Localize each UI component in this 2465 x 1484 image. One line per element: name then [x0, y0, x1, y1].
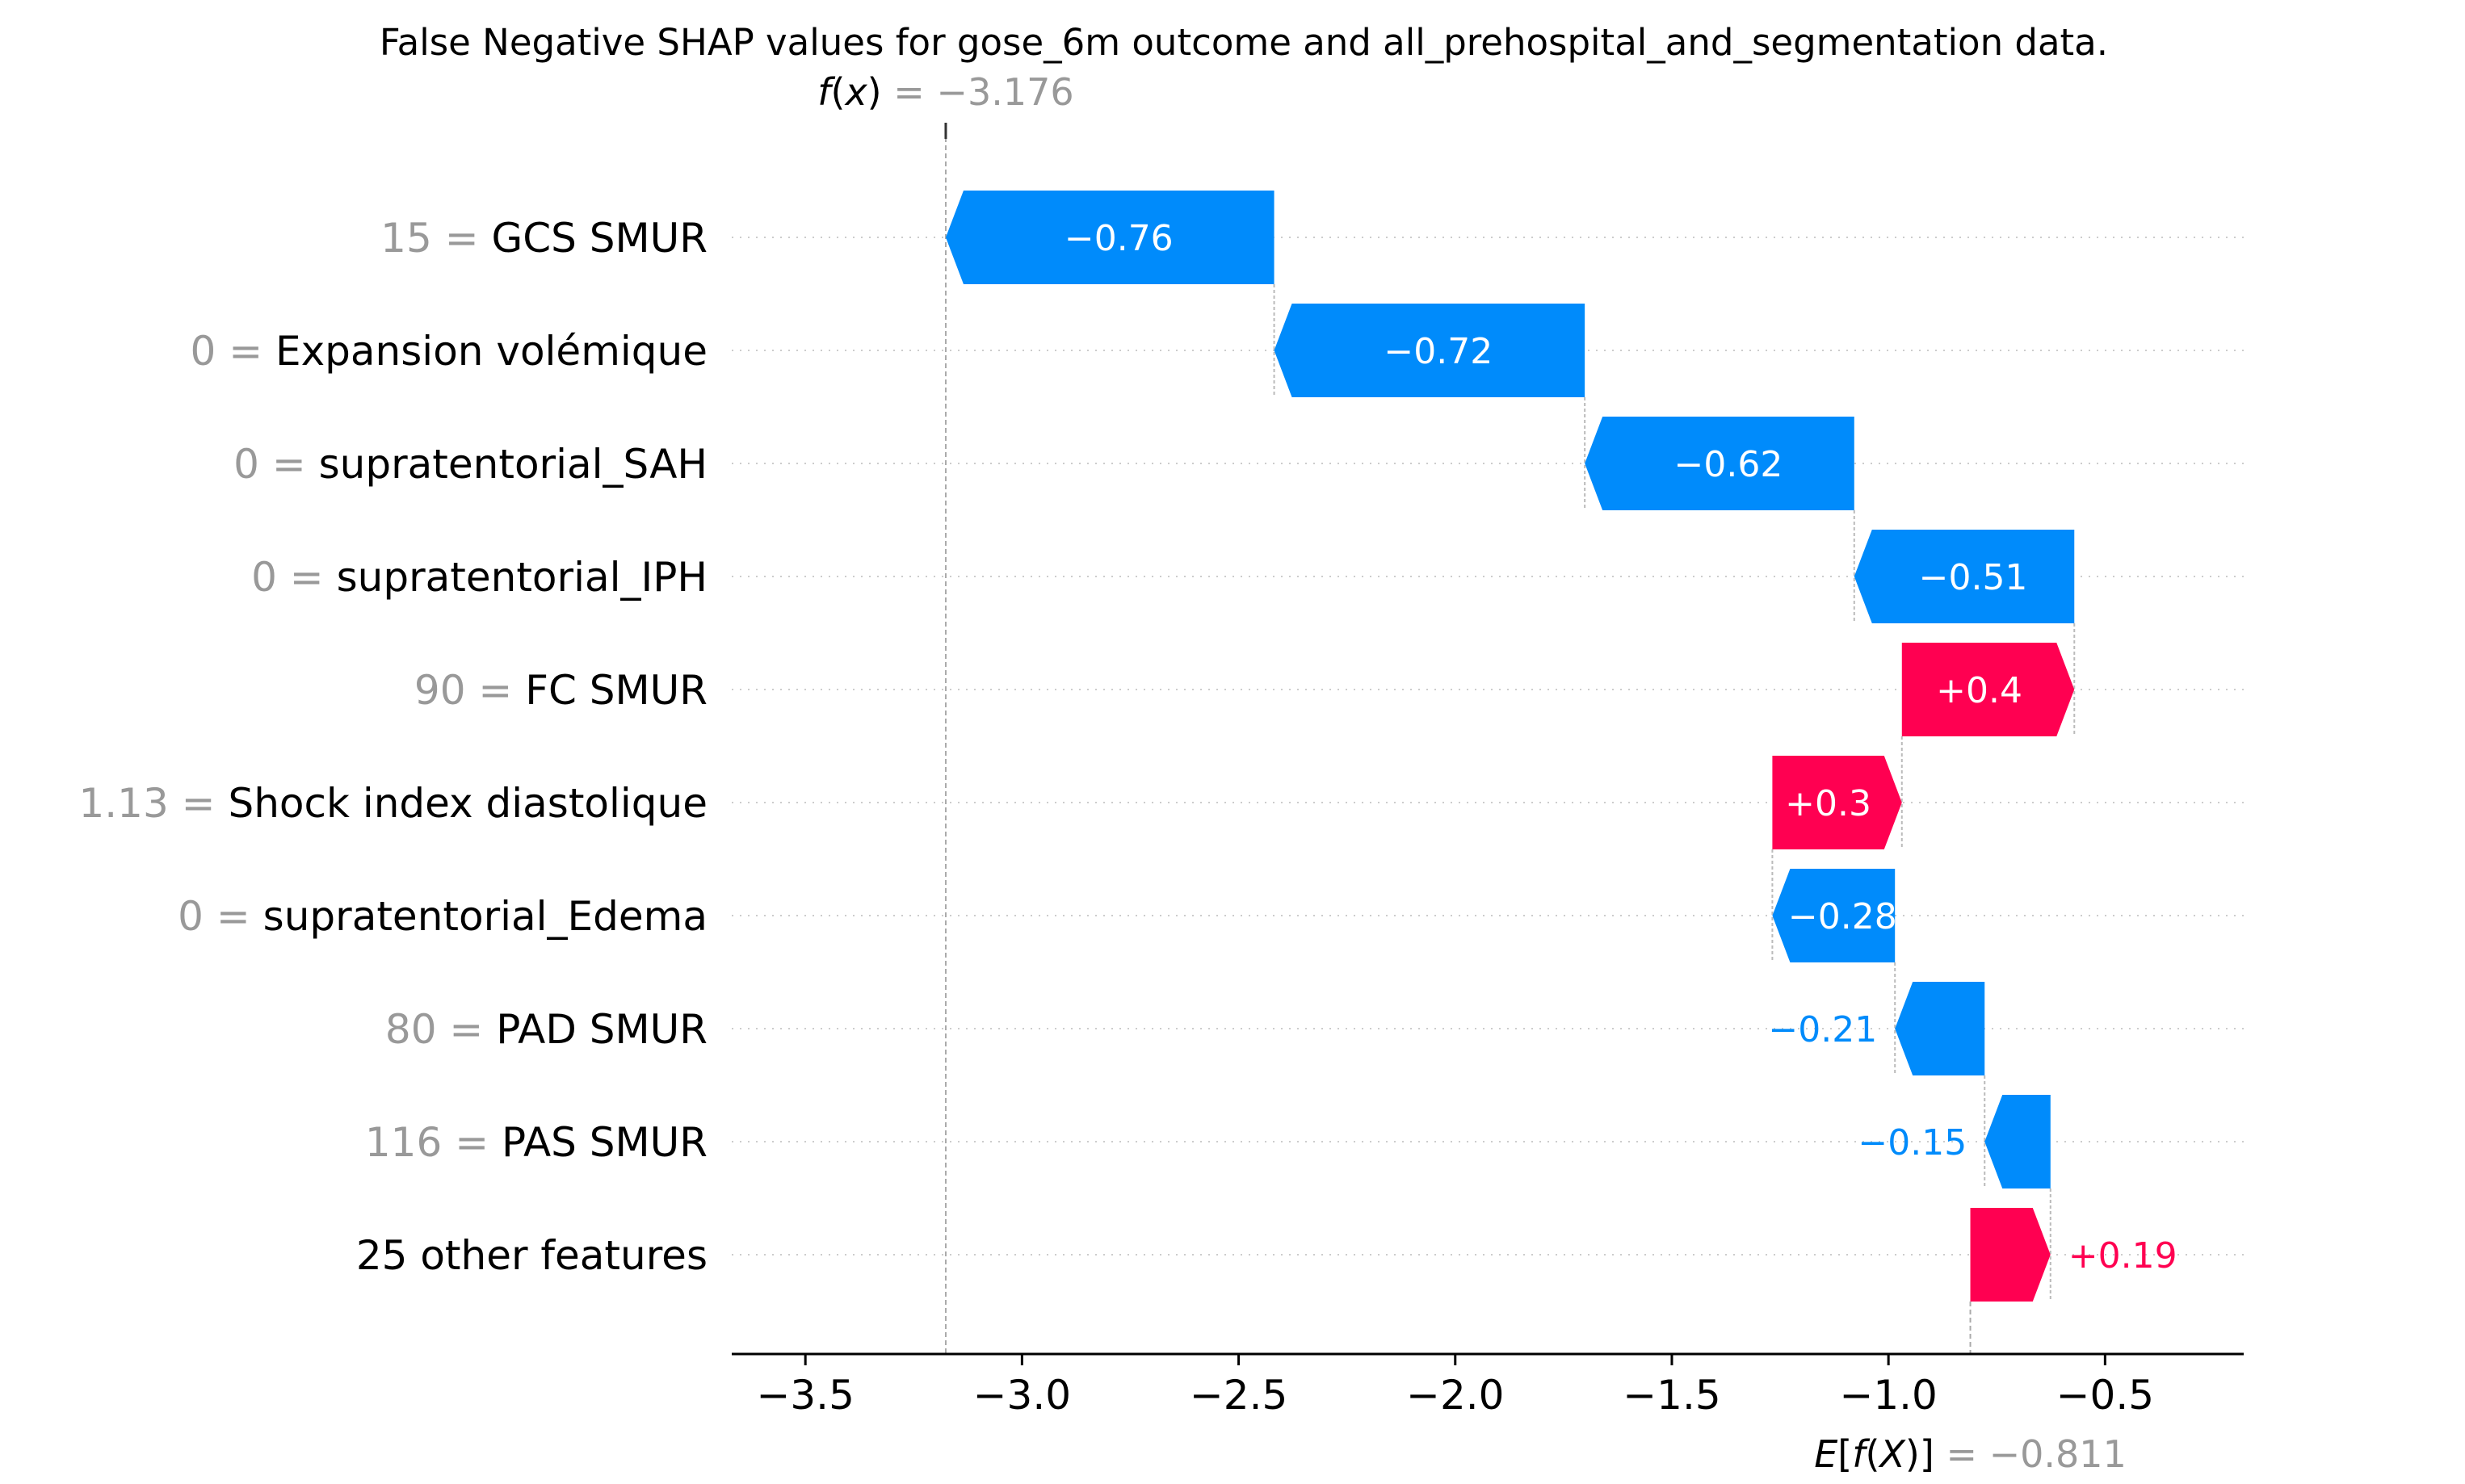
feature-label: 0 = Expansion volémique — [191, 328, 708, 375]
bar-value-label: −0.51 — [1919, 557, 2028, 598]
negative-shap-bar — [1772, 869, 1896, 962]
x-tick-label: −3.0 — [973, 1372, 1071, 1419]
negative-shap-bar — [1274, 304, 1585, 397]
negative-shap-bar — [1854, 530, 2075, 623]
bar-value-label: −0.76 — [1065, 218, 1174, 259]
x-tick-label: −1.0 — [1839, 1372, 1937, 1419]
feature-label: 80 = PAD SMUR — [385, 1006, 708, 1053]
bar-value-label: −0.15 — [1858, 1122, 1967, 1163]
x-tick-label: −2.0 — [1406, 1372, 1504, 1419]
feature-label: 1.13 = Shock index diastolique — [78, 780, 708, 827]
negative-shap-bar — [1984, 1095, 2051, 1188]
x-tick-label: −3.5 — [756, 1372, 854, 1419]
positive-shap-bar — [1772, 756, 1902, 849]
feature-label: 116 = PAS SMUR — [365, 1119, 708, 1166]
feature-label: 0 = supratentorial_SAH — [233, 441, 708, 488]
negative-shap-bar — [1585, 417, 1854, 510]
feature-label: 0 = supratentorial_IPH — [251, 554, 708, 601]
positive-shap-bar — [1901, 643, 2075, 736]
feature-label: 90 = FC SMUR — [414, 667, 708, 714]
feature-label: 25 other features — [356, 1232, 708, 1279]
bar-value-label: +0.4 — [1936, 670, 2022, 711]
x-tick-label: −0.5 — [2056, 1372, 2154, 1419]
efx-annotation: E[f(X)] = −0.811 — [1814, 1432, 2127, 1476]
chart-title: False Negative SHAP values for gose_6m o… — [380, 21, 2108, 64]
bar-value-label: −0.72 — [1384, 331, 1493, 372]
bar-value-label: +0.3 — [1785, 783, 1871, 824]
plot-area: −0.76 15 = GCS SMUR −0.72 0 = Expansion vo… — [78, 70, 2244, 1476]
feature-label: 15 = GCS SMUR — [380, 215, 708, 262]
x-tick-label: −1.5 — [1623, 1372, 1720, 1419]
bar-value-label: −0.28 — [1788, 896, 1897, 937]
bar-value-label: −0.62 — [1674, 444, 1783, 485]
bar-value-label: −0.21 — [1768, 1009, 1877, 1050]
negative-shap-bar — [1895, 982, 1985, 1075]
bar-value-label: +0.19 — [2068, 1235, 2177, 1276]
fx-annotation: f(x) = −3.176 — [817, 70, 1073, 114]
negative-shap-bar — [945, 191, 1274, 284]
feature-label: 0 = supratentorial_Edema — [178, 893, 708, 940]
x-tick-label: −2.5 — [1190, 1372, 1287, 1419]
positive-shap-bar — [1970, 1208, 2051, 1302]
